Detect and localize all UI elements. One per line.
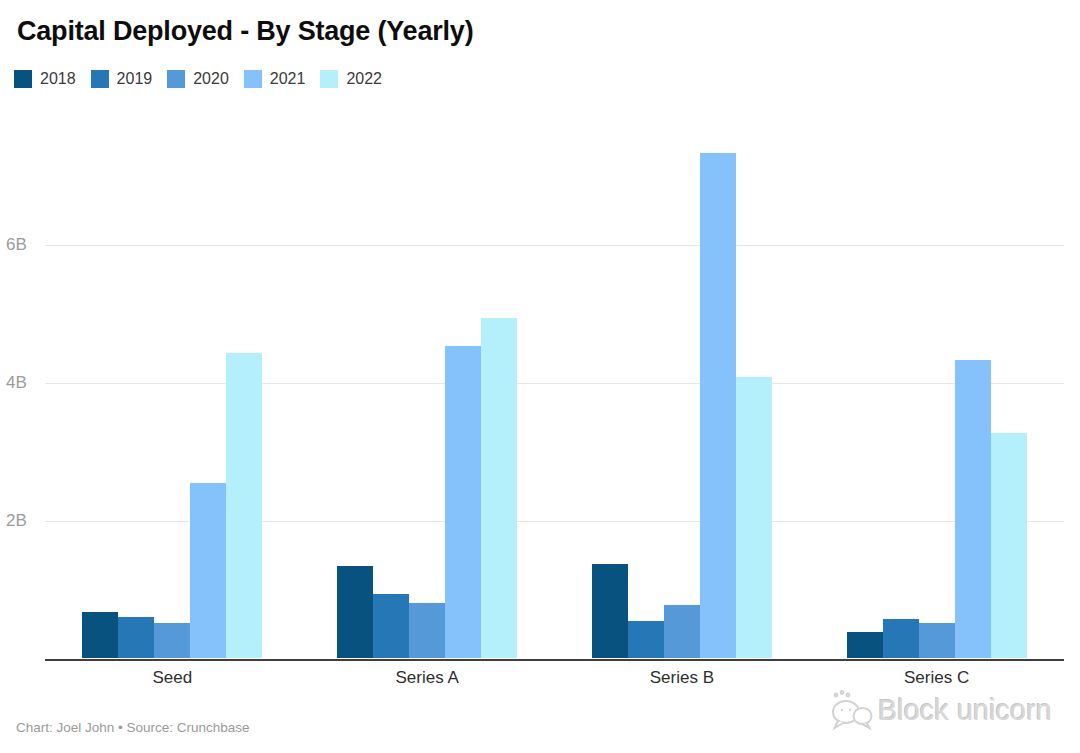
bar-series-b-2021 bbox=[700, 153, 736, 658]
bar-series-a-2018 bbox=[337, 566, 373, 658]
chat-bubbles-icon bbox=[828, 688, 874, 732]
bar-series-b-2018 bbox=[592, 564, 628, 658]
x-category-label: Series B bbox=[650, 668, 714, 688]
footer-credit: Chart: Joel John • Source: Crunchbase bbox=[16, 720, 250, 735]
bar-seed-2022 bbox=[226, 353, 262, 658]
bar-series-a-2022 bbox=[481, 318, 517, 659]
x-category-label: Series A bbox=[395, 668, 458, 688]
gridline bbox=[45, 383, 1064, 384]
bar-series-c-2022 bbox=[991, 433, 1027, 658]
bar-series-b-2022 bbox=[736, 377, 772, 659]
bar-seed-2020 bbox=[154, 623, 190, 658]
gridline bbox=[45, 245, 1064, 246]
bar-series-c-2020 bbox=[919, 623, 955, 658]
bar-series-a-2020 bbox=[409, 603, 445, 658]
chart-canvas: Capital Deployed - By Stage (Yearly) 201… bbox=[0, 0, 1080, 753]
x-axis-line bbox=[45, 659, 1064, 661]
bar-series-a-2019 bbox=[373, 594, 409, 658]
bar-series-c-2018 bbox=[847, 632, 883, 659]
bar-series-a-2021 bbox=[445, 346, 481, 659]
bar-seed-2018 bbox=[82, 612, 118, 659]
watermark: Block unicorn bbox=[828, 688, 1052, 732]
x-category-label: Seed bbox=[153, 668, 193, 688]
bar-seed-2019 bbox=[118, 617, 154, 659]
bar-series-c-2021 bbox=[955, 360, 991, 658]
y-tick-label: 6B bbox=[6, 235, 42, 255]
plot-area: 2B 4B 6B Seed Series A Series B Series C bbox=[0, 0, 1080, 753]
bar-series-b-2019 bbox=[628, 621, 664, 659]
bar-seed-2021 bbox=[190, 483, 226, 659]
x-category-label: Series C bbox=[904, 668, 969, 688]
bar-series-b-2020 bbox=[664, 605, 700, 658]
y-tick-label: 4B bbox=[6, 373, 42, 393]
watermark-text: Block unicorn bbox=[878, 694, 1052, 727]
y-tick-label: 2B bbox=[6, 511, 42, 531]
bar-series-c-2019 bbox=[883, 619, 919, 659]
